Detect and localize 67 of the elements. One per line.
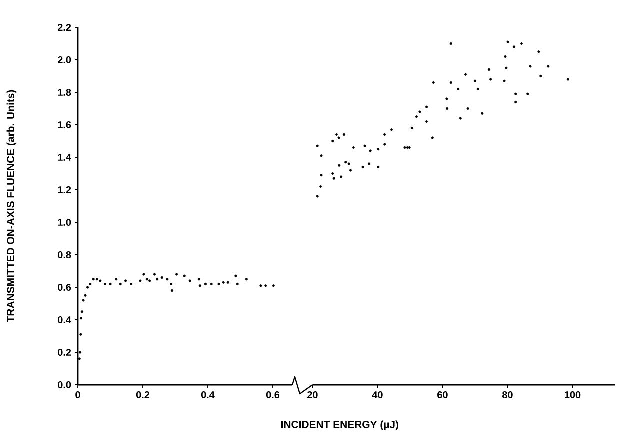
y-tick-label: 2.2 [58,24,72,31]
point [264,284,268,288]
point [210,282,213,286]
point [234,274,238,278]
x-tick-label: 0.6 [266,392,280,399]
point [153,273,156,276]
y-axis-title: TRANSMITTED ON-AXIS FLUENCE (arb. Units) [6,90,17,323]
x-tick-label: 0.2 [136,392,150,399]
y-tick-label: 0.2 [58,348,72,356]
point [89,282,92,286]
y-tick-label: 0.6 [58,284,72,292]
point [260,284,262,288]
y-tick-label: 1.8 [58,88,72,96]
point [170,289,174,292]
point [160,276,164,280]
point [80,333,82,336]
point [109,282,112,286]
point [245,278,248,281]
point [78,351,82,354]
point [218,282,220,286]
point [204,282,208,286]
point [272,284,275,288]
point [80,317,83,320]
point [156,278,159,281]
point [139,280,142,282]
point [78,358,81,360]
point [236,282,239,286]
y-tick-label: 1.4 [58,154,72,161]
x-tick-label: 0.4 [201,392,215,399]
point [148,280,152,282]
point [183,274,186,278]
y-tick-label: 2.0 [58,56,72,64]
point [82,299,85,302]
y-tick-label: 0.0 [58,381,72,389]
x-axis-title: INCIDENT ENERGY (µJ) [282,420,398,430]
y-tick-label: 1.2 [58,186,72,194]
point [84,294,87,297]
point [80,310,84,314]
point [119,282,122,286]
point [92,278,95,281]
point [104,282,107,286]
x-tick-label: 0 [76,392,80,399]
point [198,278,201,281]
point [99,280,102,282]
point [222,281,225,284]
y-tick-label: 0.8 [58,251,72,259]
point [166,278,169,281]
x-tick-label: 100 [565,392,581,399]
point [124,280,128,282]
y-tick-label: 0.4 [58,316,72,324]
point [86,286,90,289]
y-tick-label: 1.6 [58,121,72,129]
point [96,278,98,281]
point [188,280,192,282]
x-tick-label: 80 [502,392,513,399]
x-tick-label: 20 [308,392,318,399]
point [146,278,149,281]
x-tick-label: 40 [372,392,383,399]
point [115,278,118,281]
point [198,284,202,288]
point [226,281,230,284]
point [176,273,178,276]
x-tick-label: 60 [438,392,448,399]
point [130,282,133,286]
point [142,273,146,276]
point [170,282,173,286]
y-tick-label: 1.0 [58,218,72,226]
